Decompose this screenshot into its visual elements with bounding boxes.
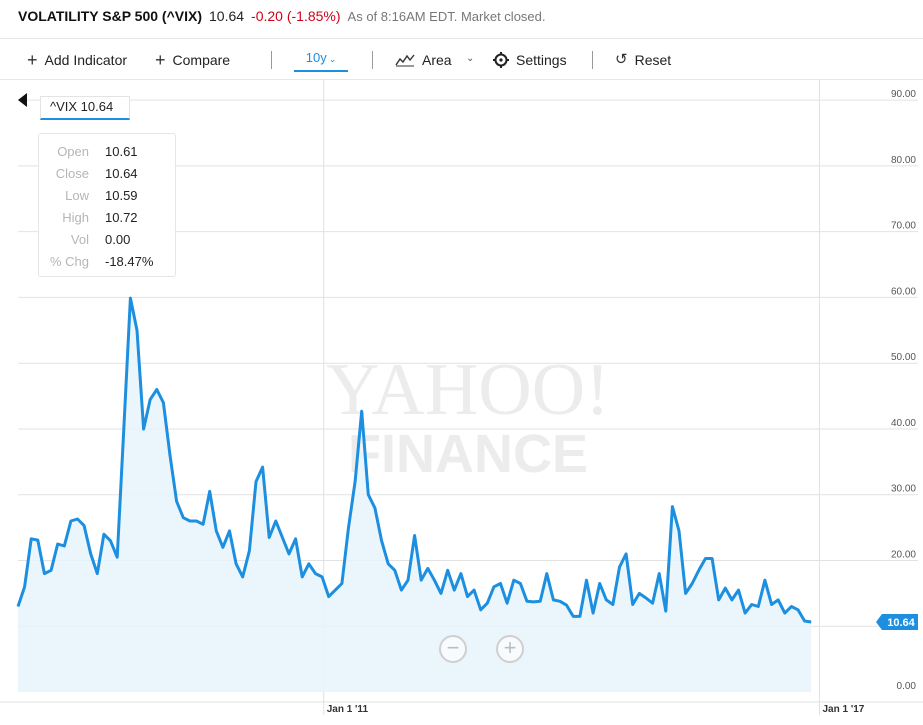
plus-icon: + — [155, 50, 166, 70]
y-tick-label: 90.00 — [891, 89, 916, 100]
reset-label: Reset — [634, 52, 672, 68]
vix-area-chart[interactable]: YAHOO! FINANCE 0.0010.0020.0030.0040.005… — [0, 80, 923, 725]
ohlc-row-vol: Vol 0.00 — [39, 228, 175, 250]
y-tick-label: 60.00 — [891, 286, 916, 297]
plus-icon: + — [503, 635, 517, 660]
chevron-down-icon[interactable]: ⌄ — [466, 53, 475, 64]
compare-button[interactable]: + Compare — [155, 50, 230, 70]
reset-button[interactable]: ↺ Reset — [615, 50, 671, 70]
minus-icon: − — [446, 635, 460, 660]
ohlc-label: High — [62, 209, 89, 225]
y-tick-label: 50.00 — [891, 352, 916, 363]
ohlc-label: Close — [55, 165, 89, 181]
ohlc-value: -18.47% — [105, 253, 154, 269]
x-axis-ticks: Jan 1 '11 Jan 1 '17 — [327, 704, 865, 715]
toolbar-divider — [271, 51, 272, 69]
zoom-out-button[interactable]: − — [439, 635, 467, 663]
ohlc-label: % Chg — [49, 253, 89, 269]
ohlc-value: 10.59 — [105, 187, 138, 203]
ohlc-panel: Open 10.61 Close 10.64 Low 10.59 High 10… — [38, 133, 176, 277]
chart-type-label: Area — [422, 52, 452, 68]
add-indicator-label: Add Indicator — [44, 52, 128, 68]
settings-button[interactable]: Settings — [493, 50, 567, 70]
ohlc-row-high: High 10.72 — [39, 206, 175, 228]
ohlc-label: Low — [65, 187, 89, 203]
x-tick-label: Jan 1 '11 — [327, 704, 369, 715]
watermark-line2: FINANCE — [348, 424, 588, 484]
watermark-line1: YAHOO! — [326, 349, 610, 431]
add-indicator-button[interactable]: + Add Indicator — [27, 50, 127, 70]
settings-label: Settings — [516, 52, 567, 68]
tooltip-title: ^VIX 10.64 — [40, 96, 130, 120]
y-tick-label: 20.00 — [891, 549, 916, 560]
x-tick-label: Jan 1 '17 — [822, 704, 864, 715]
y-tick-label: 70.00 — [891, 221, 916, 232]
ohlc-row-close: Close 10.64 — [39, 162, 175, 184]
ohlc-row-low: Low 10.59 — [39, 184, 175, 206]
ohlc-row-pct-change: % Chg -18.47% — [39, 250, 175, 272]
ohlc-label: Open — [57, 143, 89, 159]
area-chart-icon — [395, 54, 415, 67]
gear-icon — [493, 52, 509, 68]
quote-status: As of 8:16AM EDT. Market closed. — [347, 9, 546, 24]
last-value-flag: 10.64 — [876, 614, 918, 631]
chevron-down-icon: ⌄ — [328, 54, 337, 64]
ohlc-value: 10.61 — [105, 143, 138, 159]
zoom-in-button[interactable]: + — [496, 635, 524, 663]
chart-toolbar: + Add Indicator + Compare 10y ⌄ Area ⌄ Se… — [0, 38, 923, 80]
toolbar-divider — [592, 51, 593, 69]
ohlc-label: Vol — [70, 231, 89, 247]
chart-type-button[interactable]: Area — [395, 50, 452, 70]
quote-symbol: VOLATILITY S&P 500 (^VIX) — [18, 8, 202, 24]
series-line — [16, 296, 812, 624]
quote-price: 10.64 — [209, 8, 245, 24]
range-label: 10y — [305, 50, 327, 65]
ohlc-value: 10.64 — [105, 165, 138, 181]
last-value-flag-bg — [876, 614, 918, 631]
plus-icon: + — [27, 50, 38, 70]
compare-label: Compare — [172, 52, 231, 68]
y-tick-label: 30.00 — [891, 484, 916, 495]
y-tick-label: 40.00 — [891, 418, 916, 429]
y-tick-label: 0.00 — [897, 681, 917, 692]
tooltip-pointer-icon — [18, 93, 27, 107]
quote-header: VOLATILITY S&P 500 (^VIX) 10.64 -0.20 (-… — [18, 8, 546, 30]
reset-icon: ↺ — [615, 51, 628, 68]
toolbar-divider — [372, 51, 373, 69]
quote-change: -0.20 (-1.85%) — [251, 8, 341, 24]
ohlc-value: 10.72 — [105, 209, 138, 225]
y-axis-ticks: 0.0010.0020.0030.0040.0050.0060.0070.008… — [891, 89, 916, 692]
ohlc-row-open: Open 10.61 — [39, 140, 175, 162]
watermark: YAHOO! FINANCE — [326, 349, 610, 484]
last-value-label: 10.64 — [887, 617, 915, 629]
ohlc-value: 0.00 — [105, 231, 131, 247]
series-area-fill — [18, 298, 812, 692]
range-selector[interactable]: 10y ⌄ — [294, 48, 348, 72]
y-tick-label: 80.00 — [891, 155, 916, 166]
